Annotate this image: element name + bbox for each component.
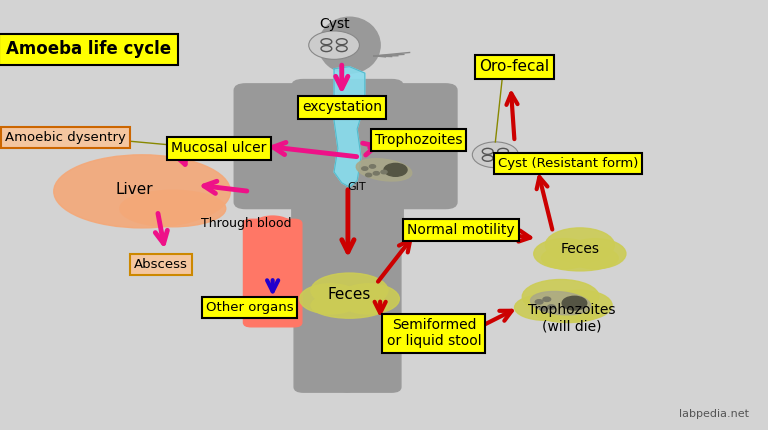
Text: Trophozoites
(will die): Trophozoites (will die) (528, 303, 616, 333)
Circle shape (373, 172, 379, 175)
Text: Through blood: Through blood (200, 217, 291, 230)
Circle shape (366, 173, 372, 177)
FancyBboxPatch shape (340, 227, 401, 392)
Ellipse shape (515, 295, 576, 320)
Ellipse shape (356, 159, 412, 181)
FancyBboxPatch shape (294, 227, 355, 392)
Circle shape (543, 297, 551, 301)
Ellipse shape (545, 228, 614, 262)
Ellipse shape (300, 284, 361, 314)
Circle shape (309, 31, 359, 59)
Text: Feces: Feces (561, 243, 599, 256)
Circle shape (540, 307, 548, 311)
Ellipse shape (531, 292, 591, 315)
Circle shape (381, 170, 387, 174)
Text: Oro-fecal: Oro-fecal (479, 59, 550, 74)
Circle shape (472, 142, 518, 168)
Circle shape (369, 165, 376, 168)
Ellipse shape (534, 239, 595, 269)
Ellipse shape (522, 280, 599, 314)
FancyBboxPatch shape (292, 80, 403, 247)
Polygon shape (334, 67, 365, 187)
Text: Normal motility: Normal motility (407, 223, 515, 237)
Ellipse shape (541, 245, 618, 271)
Ellipse shape (120, 190, 226, 227)
FancyBboxPatch shape (376, 84, 457, 209)
Text: Other organs: Other organs (206, 301, 293, 314)
Text: labpedia.net: labpedia.net (679, 409, 749, 419)
Circle shape (548, 305, 555, 309)
Circle shape (362, 167, 368, 170)
Ellipse shape (534, 301, 603, 322)
Circle shape (562, 296, 587, 310)
Ellipse shape (54, 155, 230, 228)
Ellipse shape (338, 284, 399, 314)
Text: Amoebic dysentry: Amoebic dysentry (5, 131, 126, 144)
Circle shape (535, 300, 543, 304)
Text: excystation: excystation (302, 101, 382, 114)
Text: GIT: GIT (348, 182, 366, 192)
Text: Trophozoites: Trophozoites (375, 133, 462, 147)
Text: Mucosal ulcer: Mucosal ulcer (171, 141, 266, 155)
Text: Feces: Feces (328, 287, 371, 302)
Text: Semiformed
or liquid stool: Semiformed or liquid stool (386, 318, 482, 348)
Ellipse shape (311, 292, 388, 318)
Text: Liver: Liver (116, 182, 153, 197)
Text: Amoeba life cycle: Amoeba life cycle (5, 40, 171, 58)
Ellipse shape (319, 17, 380, 73)
Ellipse shape (548, 290, 612, 320)
FancyBboxPatch shape (243, 219, 302, 327)
Circle shape (384, 163, 407, 176)
Ellipse shape (564, 239, 626, 269)
Text: Cyst (Resistant form): Cyst (Resistant form) (498, 157, 638, 170)
Ellipse shape (311, 273, 388, 307)
Ellipse shape (251, 216, 294, 240)
Text: Abscess: Abscess (134, 258, 188, 271)
Text: Cyst: Cyst (319, 17, 349, 31)
FancyBboxPatch shape (234, 84, 319, 209)
